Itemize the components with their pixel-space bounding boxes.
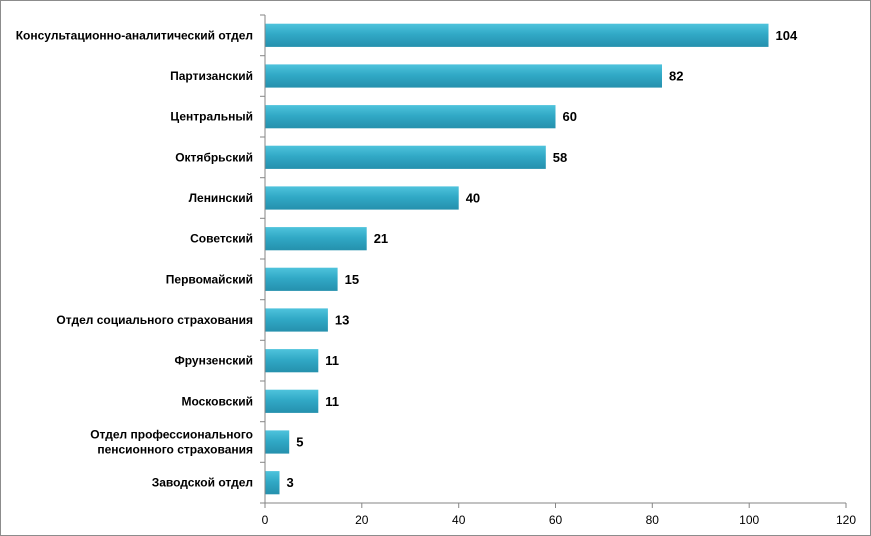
bar-2 xyxy=(265,105,556,129)
category-label-11: Заводской отдел xyxy=(152,476,253,490)
x-tick-label-4: 80 xyxy=(646,513,660,527)
value-label-0: 104 xyxy=(776,28,798,43)
category-label-0: Консультационно-аналитический отдел xyxy=(16,28,253,42)
bar-1 xyxy=(265,64,662,88)
value-label-6: 15 xyxy=(345,272,359,287)
value-label-4: 40 xyxy=(466,191,480,206)
category-label-line: Партизанский xyxy=(170,69,253,83)
bar-8 xyxy=(265,349,319,373)
x-tick-label-1: 20 xyxy=(355,513,369,527)
bar-5 xyxy=(265,227,367,251)
x-tick-label-0: 0 xyxy=(262,513,269,527)
bar-4 xyxy=(265,186,459,210)
x-tick-label-2: 40 xyxy=(452,513,466,527)
value-label-7: 13 xyxy=(335,313,349,328)
category-label-4: Ленинский xyxy=(189,191,253,205)
bar-9 xyxy=(265,389,319,413)
value-label-11: 3 xyxy=(287,475,294,490)
category-label-3: Октябрьский xyxy=(175,150,253,164)
labels-group: 104 Консультационно-аналитический отдел 82… xyxy=(16,28,857,527)
value-label-9: 11 xyxy=(325,394,339,409)
category-label-6: Первомайский xyxy=(166,272,253,286)
value-label-8: 11 xyxy=(325,353,339,368)
category-label-line: Первомайский xyxy=(166,272,253,286)
category-label-line: Октябрьский xyxy=(175,150,253,164)
bar-7 xyxy=(265,308,328,332)
category-label-9: Московский xyxy=(181,394,253,408)
axes-group xyxy=(260,14,847,508)
category-label-7: Отдел социального страхования xyxy=(56,313,253,327)
category-label-10: Отдел профессионального пенсионного страх… xyxy=(90,428,253,457)
value-label-3: 58 xyxy=(553,150,567,165)
value-label-5: 21 xyxy=(374,231,388,246)
bar-0 xyxy=(265,23,769,47)
category-label-line: пенсионного страхования xyxy=(97,443,253,457)
category-label-line: Отдел социального страхования xyxy=(56,313,253,327)
category-label-line: Московский xyxy=(181,394,253,408)
category-label-line: Консультационно-аналитический отдел xyxy=(16,28,253,42)
category-label-line: Заводской отдел xyxy=(152,476,253,490)
category-label-2: Центральный xyxy=(170,110,253,124)
category-label-5: Советский xyxy=(190,232,253,246)
category-label-line: Ленинский xyxy=(189,191,253,205)
x-tick-label-5: 100 xyxy=(739,513,759,527)
bar-11 xyxy=(265,471,280,495)
bar-6 xyxy=(265,267,338,291)
x-tick-label-6: 120 xyxy=(836,513,856,527)
category-label-line: Фрунзенский xyxy=(175,354,254,368)
category-label-1: Партизанский xyxy=(170,69,253,83)
category-label-line: Отдел профессионального xyxy=(90,428,253,442)
bar-3 xyxy=(265,145,546,169)
value-label-1: 82 xyxy=(669,69,683,84)
category-label-line: Советский xyxy=(190,232,253,246)
bar-10 xyxy=(265,430,290,454)
x-tick-label-3: 60 xyxy=(549,513,563,527)
value-label-10: 5 xyxy=(296,435,303,450)
bars-group xyxy=(265,23,769,495)
category-label-8: Фрунзенский xyxy=(175,354,254,368)
value-label-2: 60 xyxy=(563,109,577,124)
category-label-line: Центральный xyxy=(170,110,253,124)
